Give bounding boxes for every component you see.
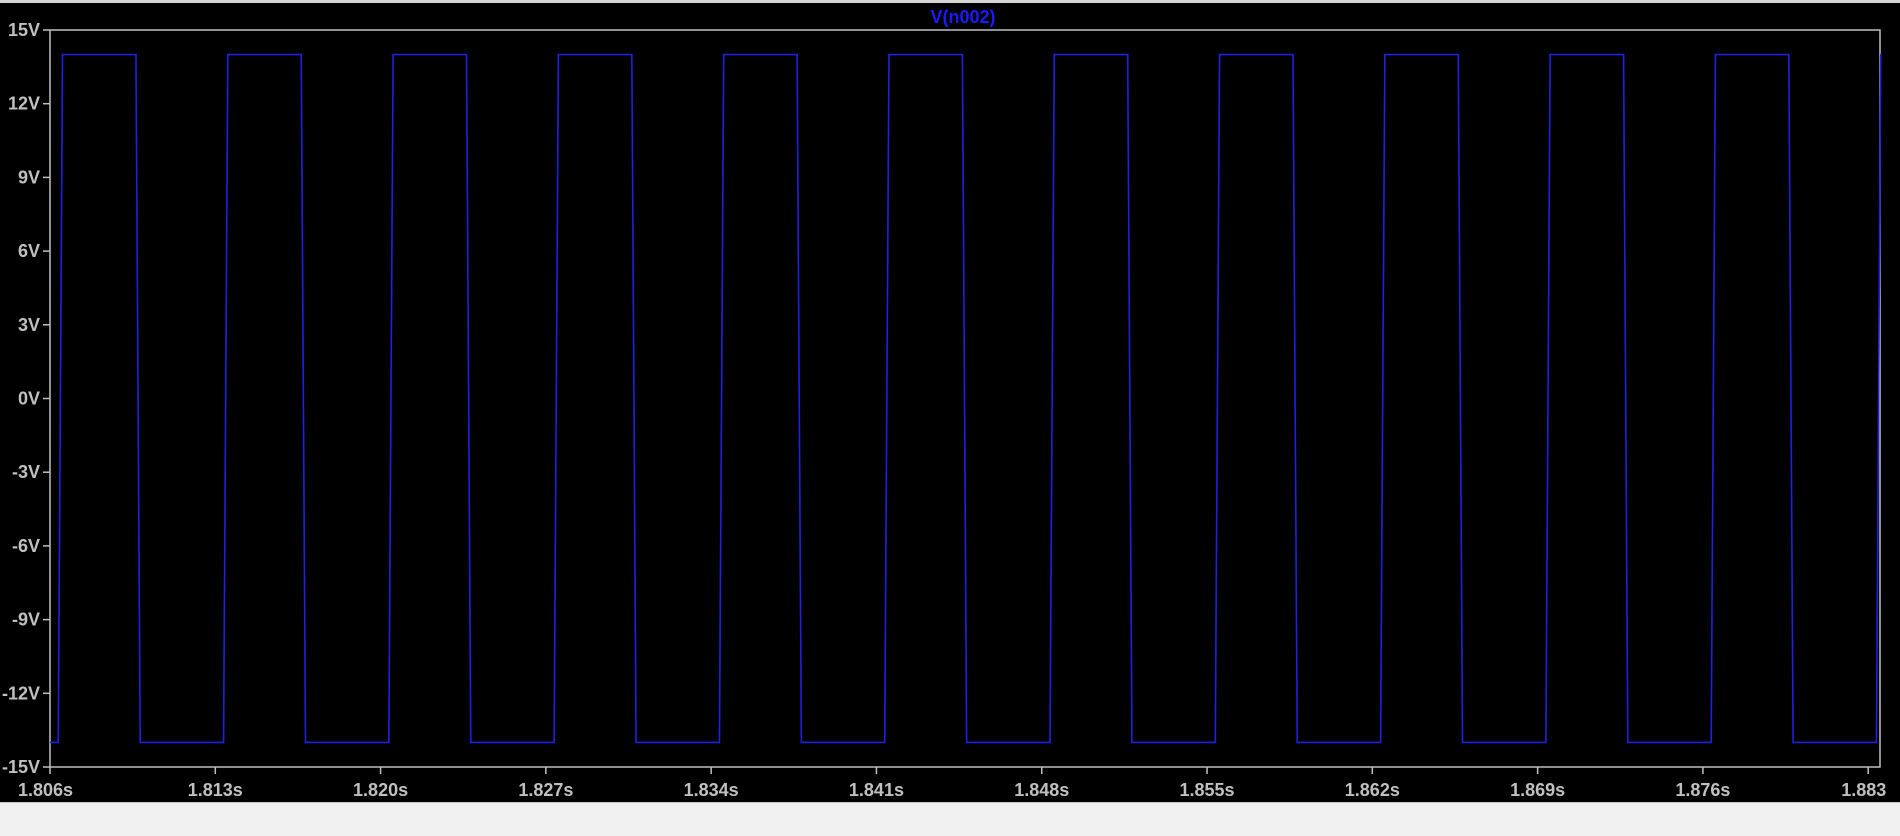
y-tick-label: 15V: [8, 20, 40, 40]
x-tick-label: 1.827s: [518, 780, 573, 800]
x-tick-label: 1.834s: [684, 780, 739, 800]
plot-area[interactable]: 15V 12V 9V 6V 3V 0V -3V -6V -9V -12V -15V 1.806s 1.8…: [0, 0, 1900, 802]
x-tick-label: 1.813s: [188, 780, 243, 800]
x-tick-label: 1.855s: [1180, 780, 1235, 800]
x-tick-label: 1.820s: [353, 780, 408, 800]
y-tick-label: 12V: [8, 94, 40, 114]
x-tick-label: 1.862s: [1345, 780, 1400, 800]
y-tick-label: 3V: [18, 315, 40, 335]
y-tick-label: -12V: [2, 683, 40, 703]
x-tick-label: 1.841s: [849, 780, 904, 800]
status-bar: [0, 802, 1900, 836]
y-tick-label: 0V: [18, 389, 40, 409]
y-tick-label: -6V: [12, 536, 40, 556]
y-tick-label: 6V: [18, 241, 40, 261]
x-tick-label: 1.869s: [1510, 780, 1565, 800]
y-tick-label: 9V: [18, 167, 40, 187]
y-tick-label: -15V: [2, 757, 40, 777]
trace-line-v-n002[interactable]: [50, 53, 1882, 744]
y-tick-label: -3V: [12, 462, 40, 482]
x-tick-label: 1.848s: [1014, 780, 1069, 800]
x-tick-label: 1.876s: [1675, 780, 1730, 800]
y-tick-label: -9V: [12, 610, 40, 630]
x-tick-label: 1.806s: [18, 780, 73, 800]
trace-title[interactable]: V(n002): [930, 7, 995, 27]
window-top-band: [0, 0, 1900, 3]
x-tick-label: 1.883: [1841, 780, 1886, 800]
